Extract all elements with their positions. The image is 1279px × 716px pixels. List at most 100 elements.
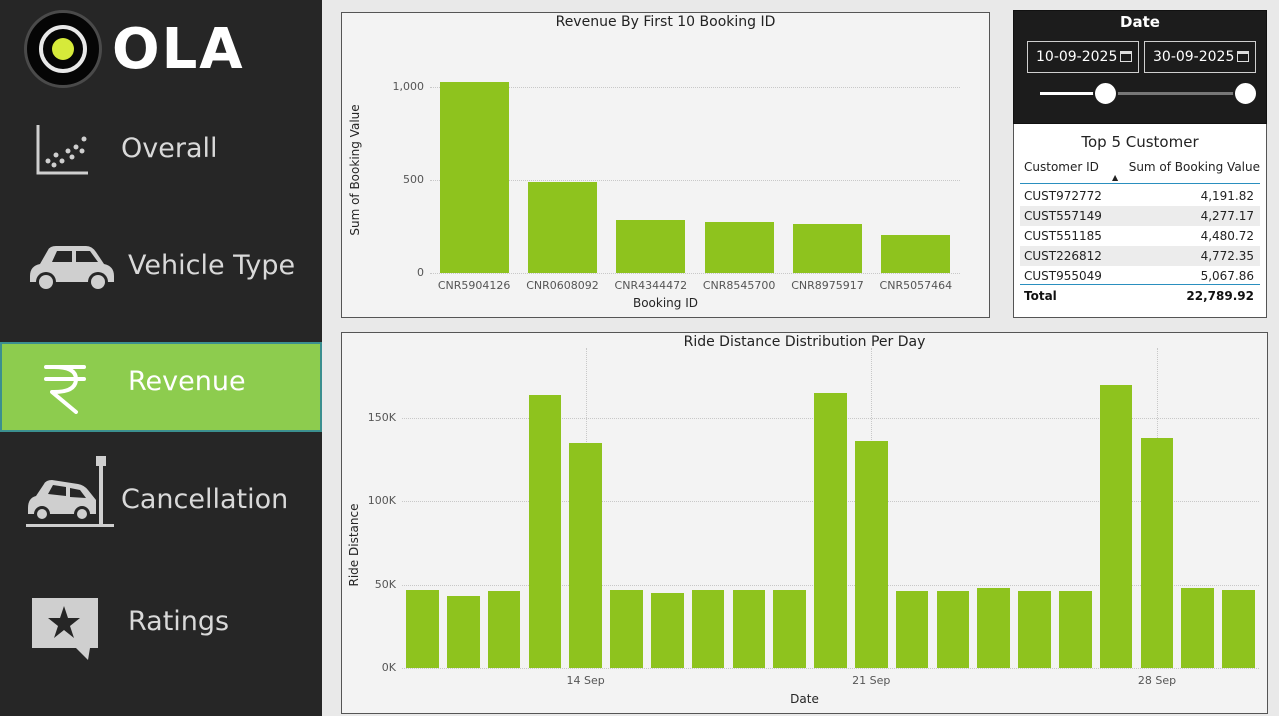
table-header: Customer ID Sum of Booking Value ▲ <box>1020 158 1260 184</box>
bar[interactable] <box>447 596 480 668</box>
x-axis-title: Date <box>342 692 1267 706</box>
nav-label-revenue: Revenue <box>128 366 246 397</box>
booking-value: 4,480.72 <box>1201 229 1254 243</box>
calendar-icon[interactable] <box>1120 51 1132 62</box>
bar[interactable] <box>773 590 806 668</box>
y-tick-label: 500 <box>382 173 424 186</box>
table-row[interactable]: CUST955049 5,067.86 <box>1020 266 1260 286</box>
sidebar: OLA Overall Vehicle Type Revenue <box>0 0 322 716</box>
bar[interactable] <box>814 393 847 668</box>
bar[interactable] <box>881 235 950 273</box>
car-icon <box>26 242 118 294</box>
rupee-icon <box>42 362 88 414</box>
gridline <box>430 87 960 88</box>
bar[interactable] <box>529 395 562 668</box>
bar[interactable] <box>793 224 862 273</box>
nav-label-vehicle-type: Vehicle Type <box>128 250 295 281</box>
x-tick-label: CNR5904126 <box>430 279 518 292</box>
sort-ascending-icon: ▲ <box>1112 173 1118 182</box>
customer-id: CUST226812 <box>1024 249 1102 263</box>
bar[interactable] <box>1018 591 1051 668</box>
table-row[interactable]: CUST972772 4,191.82 <box>1020 186 1260 206</box>
nav-item-overall[interactable]: Overall <box>0 105 322 195</box>
nav-item-cancellation[interactable]: Cancellation <box>0 452 322 542</box>
bar[interactable] <box>705 222 774 273</box>
y-tick-label: 0K <box>354 661 396 674</box>
chart-title: Revenue By First 10 Booking ID <box>342 14 989 30</box>
brand-name: OLA <box>112 22 245 78</box>
column-header-booking-value[interactable]: Sum of Booking Value <box>1129 160 1260 174</box>
nav-label-overall: Overall <box>121 133 218 164</box>
end-date-input[interactable]: 30-09-2025 <box>1144 41 1256 73</box>
bar[interactable] <box>406 590 439 668</box>
y-axis-title: Sum of Booking Value <box>348 95 362 245</box>
calendar-icon[interactable] <box>1237 51 1249 62</box>
column-header-customer-id[interactable]: Customer ID <box>1024 160 1099 174</box>
table-row[interactable]: CUST226812 4,772.35 <box>1020 246 1260 266</box>
nav-label-cancellation: Cancellation <box>121 484 288 515</box>
bar[interactable] <box>610 590 643 668</box>
table-row[interactable]: CUST557149 4,277.17 <box>1020 206 1260 226</box>
x-tick-label: 14 Sep <box>546 674 626 687</box>
bar[interactable] <box>616 220 685 273</box>
booking-value: 4,772.35 <box>1201 249 1254 263</box>
bar[interactable] <box>1181 588 1214 668</box>
y-tick-label: 1,000 <box>382 80 424 93</box>
bar[interactable] <box>896 591 929 668</box>
y-tick-label: 150K <box>354 411 396 424</box>
customer-id: CUST557149 <box>1024 209 1102 223</box>
customer-id: CUST551185 <box>1024 229 1102 243</box>
star-review-icon <box>30 596 100 662</box>
bar[interactable] <box>1100 385 1133 668</box>
end-date-value: 30-09-2025 <box>1153 49 1234 65</box>
scatter-chart-icon <box>32 121 90 179</box>
start-date-input[interactable]: 10-09-2025 <box>1027 41 1139 73</box>
slider-end-handle[interactable] <box>1233 81 1258 106</box>
y-tick-label: 0 <box>382 266 424 279</box>
ola-logo: OLA <box>24 10 264 90</box>
date-slicer: Date 10-09-2025 30-09-2025 <box>1013 10 1267 124</box>
bar[interactable] <box>937 591 970 668</box>
x-tick-label: CNR8975917 <box>784 279 872 292</box>
x-axis-title: Booking ID <box>342 296 989 310</box>
bar[interactable] <box>440 82 509 273</box>
nav-item-ratings[interactable]: Ratings <box>0 578 322 668</box>
y-tick-label: 50K <box>354 578 396 591</box>
ola-logo-mark <box>24 10 102 88</box>
y-tick-label: 100K <box>354 494 396 507</box>
table-row[interactable]: CUST551185 4,480.72 <box>1020 226 1260 246</box>
gridline <box>430 273 960 274</box>
top-customers-table: Top 5 Customer Customer ID Sum of Bookin… <box>1013 124 1267 318</box>
revenue-by-booking-chart: Revenue By First 10 Booking ID Sum of Bo… <box>341 12 990 318</box>
date-slicer-title: Date <box>1014 13 1266 31</box>
bar[interactable] <box>488 591 521 668</box>
slider-start-handle[interactable] <box>1093 81 1118 106</box>
nav-label-ratings: Ratings <box>128 606 229 637</box>
x-tick-label: CNR4344472 <box>607 279 695 292</box>
customer-id: CUST955049 <box>1024 269 1102 283</box>
x-tick-label: 28 Sep <box>1117 674 1197 687</box>
booking-value: 4,191.82 <box>1201 189 1254 203</box>
x-tick-label: 21 Sep <box>831 674 911 687</box>
bar[interactable] <box>528 182 597 273</box>
nav-item-vehicle-type[interactable]: Vehicle Type <box>0 222 322 312</box>
bar[interactable] <box>855 441 888 668</box>
gridline <box>402 668 1259 669</box>
start-date-value: 10-09-2025 <box>1036 49 1117 65</box>
bar[interactable] <box>651 593 684 668</box>
customer-id: CUST972772 <box>1024 189 1102 203</box>
booking-value: 5,067.86 <box>1201 269 1254 283</box>
bar[interactable] <box>733 590 766 668</box>
bar[interactable] <box>1222 590 1255 668</box>
bar[interactable] <box>692 590 725 668</box>
nav-item-revenue[interactable]: Revenue <box>0 342 322 432</box>
table-title: Top 5 Customer <box>1014 133 1266 151</box>
bar[interactable] <box>1059 591 1092 668</box>
bar[interactable] <box>977 588 1010 668</box>
bar[interactable] <box>569 443 602 668</box>
x-tick-label: CNR0608092 <box>519 279 607 292</box>
chart-title: Ride Distance Distribution Per Day <box>342 334 1267 350</box>
bar[interactable] <box>1141 438 1174 668</box>
total-label: Total <box>1024 289 1057 303</box>
x-tick-label: CNR5057464 <box>872 279 960 292</box>
